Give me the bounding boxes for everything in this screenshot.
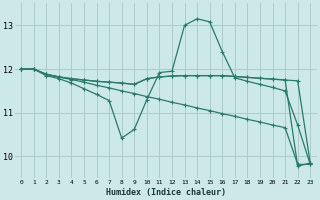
X-axis label: Humidex (Indice chaleur): Humidex (Indice chaleur) [106,188,226,197]
